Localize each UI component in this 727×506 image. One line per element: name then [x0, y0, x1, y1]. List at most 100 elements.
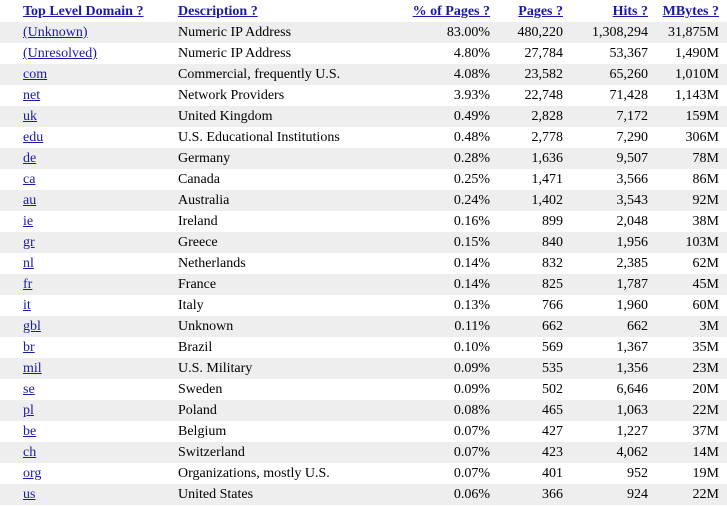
sort-mbytes-link[interactable]: MBytes ?: [662, 4, 719, 19]
pct-pages-cell: 4.08%: [453, 67, 490, 82]
pages-cell: 366: [542, 487, 563, 502]
mbytes-cell: 45M: [692, 277, 719, 292]
pages-cell: 27,784: [524, 46, 564, 61]
domain-cell: gr: [0, 232, 178, 253]
domain-link[interactable]: org: [23, 466, 42, 481]
pct-pages-cell: 0.16%: [453, 214, 490, 229]
description-cell: U.S. Educational Institutions: [178, 130, 340, 145]
domain-link[interactable]: net: [23, 88, 41, 103]
domain-cell: fr: [0, 274, 178, 295]
pages-cell: 535: [542, 361, 563, 376]
pct-pages-cell: 0.09%: [453, 382, 490, 397]
domain-link[interactable]: it: [23, 298, 31, 313]
domain-link[interactable]: gr: [23, 235, 35, 250]
table-row: net Network Providers 3.93% 22,748 71,428 1,1…: [0, 85, 727, 106]
domain-link[interactable]: (Unknown): [23, 25, 88, 40]
domain-cell: it: [0, 295, 178, 316]
mbytes-cell: 37M: [692, 424, 719, 439]
mbytes-cell: 22M: [692, 487, 719, 502]
pct-pages-cell: 0.13%: [453, 298, 490, 313]
domain-cell: edu: [0, 127, 178, 148]
mbytes-cell: 78M: [692, 151, 719, 166]
description-cell: France: [178, 277, 217, 292]
hits-cell: 1,367: [616, 340, 649, 355]
sort-pct-pages-link[interactable]: % of Pages ?: [412, 4, 490, 19]
mbytes-cell: 92M: [692, 193, 719, 208]
sort-domain-link[interactable]: Top Level Domain ?: [23, 4, 144, 19]
domain-link[interactable]: uk: [23, 109, 37, 124]
pct-pages-cell: 0.14%: [453, 277, 490, 292]
domain-cell: mil: [0, 358, 178, 379]
pct-pages-cell: 4.80%: [453, 46, 490, 61]
sort-pages-link[interactable]: Pages ?: [518, 4, 563, 19]
domain-link[interactable]: ie: [23, 214, 34, 229]
hits-cell: 6,646: [616, 382, 649, 397]
mbytes-cell: 35M: [692, 340, 719, 355]
domain-link[interactable]: gbl: [23, 319, 41, 334]
domain-link[interactable]: nl: [23, 256, 34, 271]
domain-link[interactable]: pl: [23, 403, 34, 418]
domain-link[interactable]: us: [23, 487, 36, 502]
domain-link[interactable]: be: [23, 424, 37, 439]
description-cell: Belgium: [178, 424, 227, 439]
table-row: it Italy 0.13% 766 1,960 60M: [0, 295, 727, 316]
pct-pages-cell: 0.25%: [453, 172, 490, 187]
table-row: (Unknown) Numeric IP Address 83.00% 480,220…: [0, 22, 727, 43]
mbytes-cell: 60M: [692, 298, 719, 313]
hits-cell: 1,308,294: [592, 25, 648, 40]
domain-link[interactable]: edu: [23, 130, 44, 145]
sort-description-link[interactable]: Description ?: [178, 4, 258, 19]
domain-cell: ie: [0, 211, 178, 232]
domain-cell: br: [0, 337, 178, 358]
table-row: org Organizations, mostly U.S. 0.07% 401 952…: [0, 463, 727, 484]
description-cell: Brazil: [178, 340, 213, 355]
domain-link[interactable]: fr: [23, 277, 33, 292]
pct-pages-cell: 0.14%: [453, 256, 490, 271]
domain-cell: gbl: [0, 316, 178, 337]
pct-pages-cell: 0.06%: [453, 487, 490, 502]
hits-cell: 1,063: [616, 403, 649, 418]
domain-link[interactable]: de: [23, 151, 37, 166]
mbytes-cell: 14M: [692, 445, 719, 460]
domain-link[interactable]: au: [23, 193, 37, 208]
table-row: uk United Kingdom 0.49% 2,828 7,172 159M: [0, 106, 727, 127]
domain-link[interactable]: se: [23, 382, 35, 397]
description-cell: Germany: [178, 151, 231, 166]
domain-link[interactable]: mil: [23, 361, 42, 376]
sort-hits-link[interactable]: Hits ?: [612, 4, 648, 19]
domain-cell: de: [0, 148, 178, 169]
domain-cell: com: [0, 64, 178, 85]
domain-link[interactable]: (Unresolved): [23, 46, 97, 61]
pages-cell: 401: [542, 466, 563, 481]
pct-pages-cell: 0.07%: [453, 424, 490, 439]
domain-cell: nl: [0, 253, 178, 274]
domain-link[interactable]: com: [23, 67, 48, 82]
table-row: be Belgium 0.07% 427 1,227 37M: [0, 421, 727, 442]
pct-pages-cell: 0.24%: [453, 193, 490, 208]
table-row: us United States 0.06% 366 924 22M: [0, 484, 727, 505]
domain-link[interactable]: br: [23, 340, 35, 355]
pages-cell: 840: [542, 235, 563, 250]
domain-cell: (Unknown): [0, 22, 178, 43]
hits-cell: 65,260: [609, 67, 649, 82]
table-row: ca Canada 0.25% 1,471 3,566 86M: [0, 169, 727, 190]
pct-pages-cell: 0.49%: [453, 109, 490, 124]
pages-cell: 569: [542, 340, 563, 355]
mbytes-cell: 103M: [685, 235, 719, 250]
description-cell: Unknown: [178, 319, 234, 334]
domain-link[interactable]: ch: [23, 445, 37, 460]
header-row: Top Level Domain ? Description ? % of Pa…: [0, 1, 727, 22]
description-cell: Network Providers: [178, 88, 285, 103]
domain-cell: se: [0, 379, 178, 400]
pages-cell: 2,778: [531, 130, 564, 145]
description-cell: Italy: [178, 298, 204, 313]
mbytes-cell: 38M: [692, 214, 719, 229]
description-cell: Numeric IP Address: [178, 46, 292, 61]
pages-cell: 23,582: [524, 67, 564, 82]
pages-cell: 465: [542, 403, 563, 418]
domain-link[interactable]: ca: [23, 172, 36, 187]
description-cell: Organizations, mostly U.S.: [178, 466, 330, 481]
description-cell: Greece: [178, 235, 218, 250]
description-cell: United States: [178, 487, 254, 502]
